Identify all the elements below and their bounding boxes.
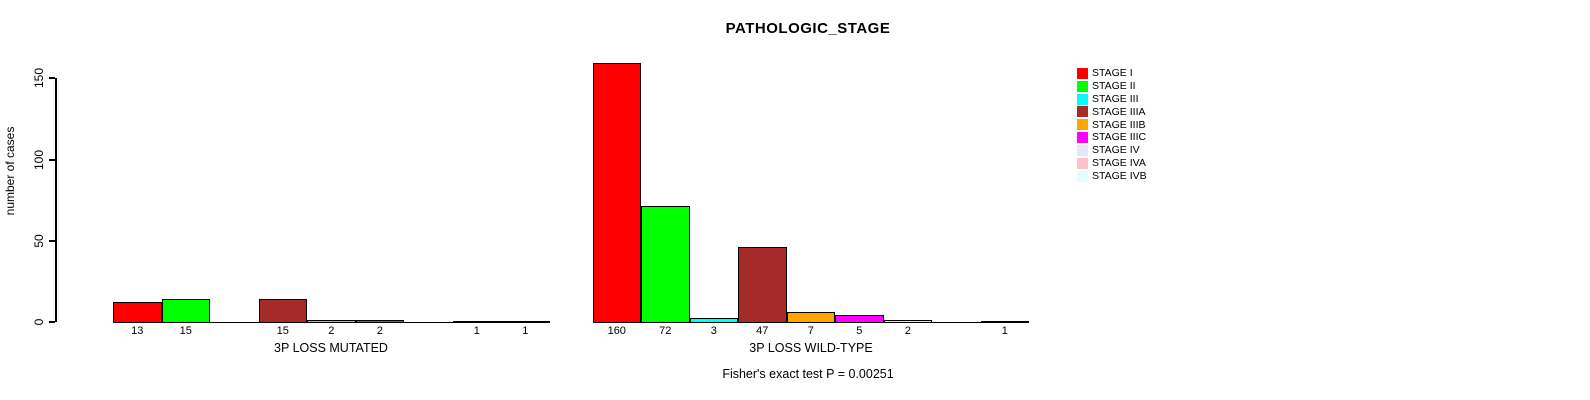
bar-stage-iiib — [786, 312, 835, 323]
bar-value-label: 2 — [376, 325, 383, 337]
legend-swatch — [1077, 93, 1088, 105]
legend-swatch — [1077, 170, 1088, 182]
legend-item: STAGE I — [1077, 67, 1147, 80]
legend-swatch — [1077, 119, 1088, 131]
bar-value-label: 1 — [473, 325, 480, 337]
bar-value-label: 15 — [276, 325, 289, 337]
legend-item: STAGE IIIB — [1077, 118, 1147, 131]
bar-value-label: 5 — [856, 325, 863, 337]
y-tick — [49, 239, 55, 242]
bar-value-label: 13 — [131, 325, 144, 337]
bar-stage-iva — [452, 321, 501, 323]
legend-item-label: STAGE IIIB — [1092, 118, 1146, 131]
y-tick — [49, 77, 55, 80]
bar-value-label: 2 — [328, 325, 335, 337]
legend-swatch — [1077, 132, 1088, 144]
legend-item: STAGE IVB — [1077, 170, 1147, 183]
group-axis-label-mutated: 3P LOSS MUTATED — [274, 341, 388, 355]
bar-value-label: 47 — [756, 325, 769, 337]
bar-value-label: 1 — [522, 325, 529, 337]
legend-item: STAGE III — [1077, 93, 1147, 106]
legend-item-label: STAGE IIIC — [1092, 131, 1147, 144]
bar-stage-iiia — [258, 299, 307, 323]
bar-stage-ivb — [980, 321, 1029, 323]
legend-swatch — [1077, 67, 1088, 79]
legend-item: STAGE IV — [1077, 144, 1147, 157]
bar-stage-ii — [161, 299, 210, 323]
fisher-test-annotation: Fisher's exact test P = 0.00251 — [722, 367, 894, 381]
y-axis-label: number of cases — [3, 126, 17, 216]
bar-value-label: 3 — [710, 325, 717, 337]
bar-stage-ivb — [501, 321, 550, 323]
legend-item: STAGE IIIA — [1077, 106, 1147, 119]
y-tick-label: 100 — [32, 149, 46, 170]
legend-item-label: STAGE I — [1092, 67, 1133, 80]
y-tick — [49, 158, 55, 161]
bar-value-label: 1 — [1001, 325, 1008, 337]
legend-item: STAGE IIIC — [1077, 131, 1147, 144]
legend-swatch — [1077, 106, 1088, 118]
bar-value-label: 160 — [607, 325, 626, 337]
bar-value-label: 2 — [904, 325, 911, 337]
legend-item-label: STAGE IIIA — [1092, 105, 1146, 118]
chart-title: PATHOLOGIC_STAGE — [725, 20, 891, 37]
bar-stage-ii — [641, 206, 690, 323]
bar-stage-iiic — [355, 320, 404, 323]
bar-stage-i — [113, 302, 162, 323]
bar-stage-iiic — [835, 315, 884, 323]
bar-value-label: 72 — [659, 325, 672, 337]
legend-item-label: STAGE II — [1092, 80, 1136, 93]
legend: STAGE I STAGE II STAGE III STAGE IIIA STAGE … — [1077, 67, 1147, 183]
bar-stage-i — [592, 63, 641, 323]
legend-swatch — [1077, 80, 1088, 92]
bar-stage-iiia — [738, 247, 787, 323]
legend-swatch — [1077, 157, 1088, 169]
bar-stage-iv — [883, 320, 932, 323]
legend-item-label: STAGE III — [1092, 92, 1139, 105]
legend-item-label: STAGE IV — [1092, 144, 1140, 157]
legend-item: STAGE II — [1077, 80, 1147, 93]
legend-swatch — [1077, 144, 1088, 156]
bar-stage-iii — [689, 318, 738, 323]
legend-item-label: STAGE IVA — [1092, 157, 1146, 170]
y-tick-label: 0 — [32, 318, 46, 326]
y-axis-line — [55, 78, 57, 322]
bar-value-label: 15 — [179, 325, 192, 337]
legend-item-label: STAGE IVB — [1092, 169, 1147, 182]
group-axis-label-wild-type: 3P LOSS WILD-TYPE — [749, 341, 873, 355]
bar-value-label: 7 — [807, 325, 814, 337]
y-tick-label: 50 — [32, 234, 46, 248]
y-tick — [49, 321, 55, 323]
legend-item: STAGE IVA — [1077, 157, 1147, 170]
y-tick-label: 150 — [32, 68, 46, 89]
bar-stage-iiib — [307, 320, 356, 323]
